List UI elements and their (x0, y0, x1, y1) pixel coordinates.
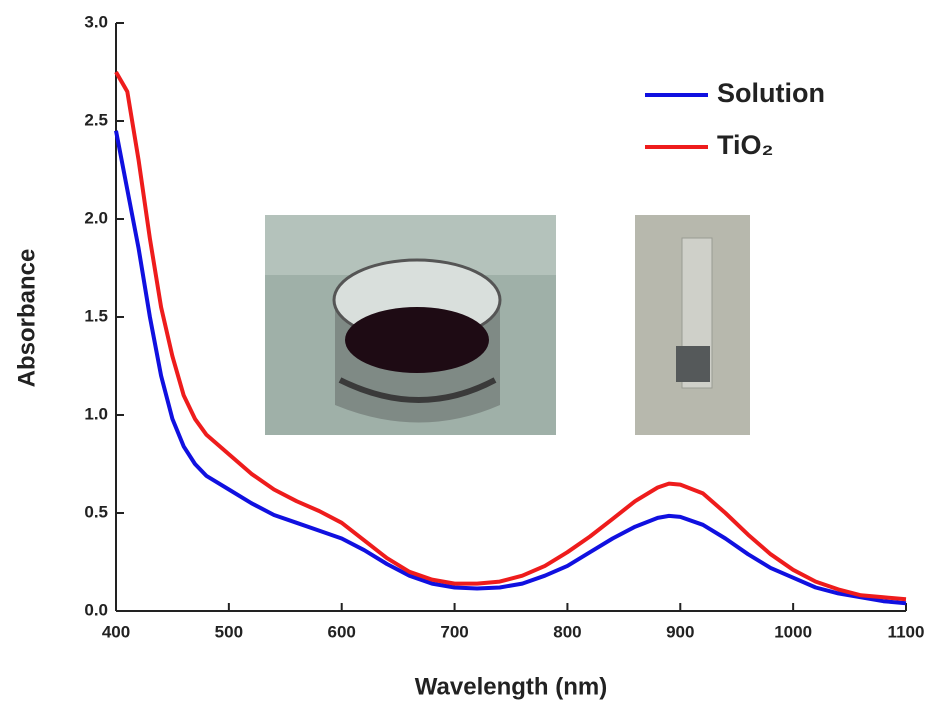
x-tick-label: 1000 (774, 622, 812, 641)
x-tick-label: 600 (328, 622, 356, 641)
x-axis-title: Wavelength (nm) (415, 673, 607, 700)
y-tick-label: 0.0 (84, 600, 108, 619)
x-tick-label: 400 (102, 622, 130, 641)
legend-label: Solution (717, 78, 825, 108)
y-tick-label: 2.0 (84, 208, 108, 227)
y-tick-label: 1.5 (84, 306, 108, 325)
y-tick-label: 3.0 (84, 12, 108, 31)
y-tick-label: 0.5 (84, 502, 108, 521)
photo-slide (635, 215, 750, 435)
x-tick-label: 500 (215, 622, 243, 641)
x-tick-label: 700 (440, 622, 468, 641)
y-tick-label: 2.5 (84, 110, 108, 129)
data-line (114, 130, 907, 606)
legend-label: TiO₂ (717, 130, 774, 160)
x-tick-label: 800 (553, 622, 581, 641)
photo-beaker (265, 215, 556, 435)
y-axis-title: Absorbance (13, 249, 40, 388)
y-tick-label: 1.0 (84, 404, 108, 423)
x-tick-label: 1100 (888, 622, 925, 641)
data-line (114, 71, 907, 602)
x-tick-label: 900 (666, 622, 694, 641)
